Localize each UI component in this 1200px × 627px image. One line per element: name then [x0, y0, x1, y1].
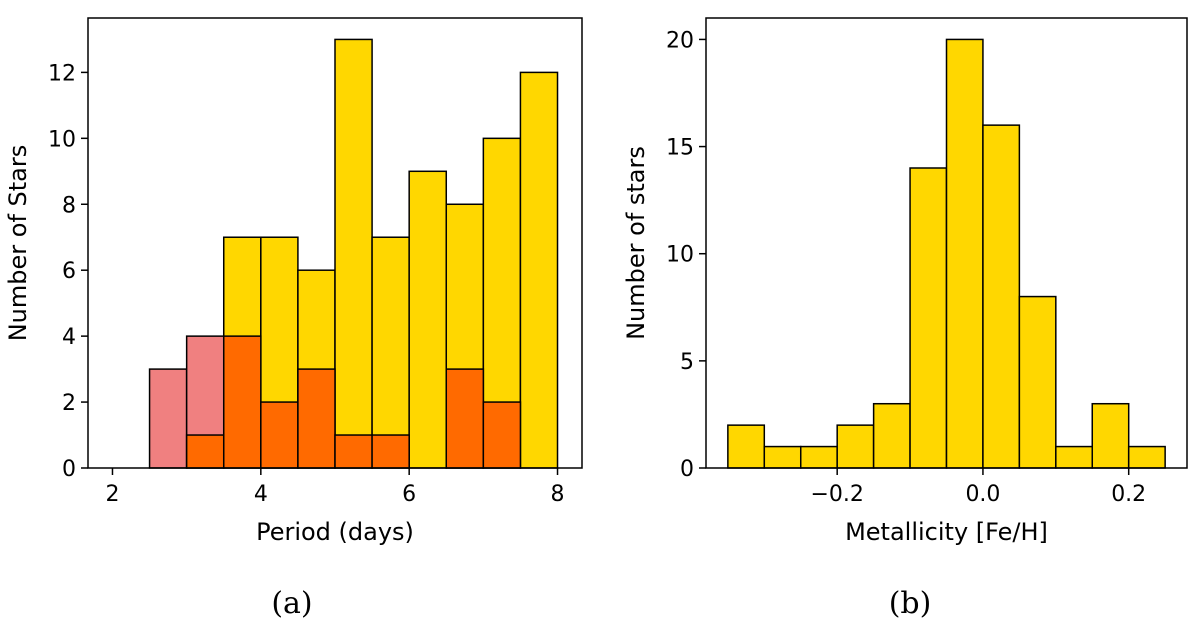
panel-caption: (b) [889, 586, 932, 621]
bar-series0-bin7 [408, 170, 448, 469]
plot-frame [705, 17, 1188, 469]
bar-series1-bin0 [148, 368, 188, 469]
bar-series0-bin10 [519, 71, 559, 469]
bar-series0-bin5 [909, 167, 948, 469]
y-tick-label: 10 [48, 127, 76, 152]
bar-series0-bin7 [982, 124, 1021, 469]
bar-series2-bin5 [334, 434, 373, 469]
x-axis-label: Metallicity [Fe/H] [845, 518, 1048, 546]
bar-series0-bin1 [763, 445, 802, 469]
bar-series2-bin2 [222, 335, 262, 469]
y-tick-label: 0 [62, 457, 76, 482]
bar-series2-bin9 [482, 401, 522, 469]
bar-series2-bin8 [445, 368, 485, 469]
bar-series0-bin5 [334, 38, 373, 469]
bar-series0-bin3 [836, 424, 875, 469]
x-tick-label: 0.0 [965, 482, 1000, 507]
bar-series0-bin6 [945, 38, 984, 469]
x-tick-label: 0.2 [1111, 482, 1146, 507]
bar-series2-bin6 [371, 434, 410, 469]
y-tick-label: 5 [680, 350, 694, 375]
bar-series0-bin10 [1091, 402, 1130, 469]
y-tick-label: 15 [666, 136, 694, 161]
panel-b: −0.2 0.0 0.2 0 5 10 15 20 Metallicity [Fe/H] Numb… [622, 17, 1188, 621]
y-axis-label: Number of stars [622, 146, 650, 340]
panel-a: 2 4 6 8 0 2 4 6 8 10 12 Period (days) Number of Star… [4, 17, 583, 621]
y-tick-label: 2 [62, 391, 76, 416]
bar-series0-bin0 [727, 424, 766, 469]
x-tick-label: 4 [254, 482, 268, 507]
x-tick-label: 8 [551, 482, 565, 507]
bar-series2-bin3 [260, 401, 299, 469]
bar-series0-bin2 [799, 445, 838, 469]
y-tick-label: 4 [62, 325, 76, 350]
x-tick-label: −0.2 [810, 482, 863, 507]
bar-series0-bin11 [1127, 445, 1166, 469]
y-tick-label: 6 [62, 259, 76, 284]
bar-series0-bin6 [371, 236, 410, 469]
panel-caption: (a) [271, 586, 312, 621]
bar-series0-bin8 [1018, 295, 1057, 469]
plot-frame [87, 17, 583, 469]
y-axis-label: Number of Stars [4, 145, 32, 342]
x-tick-label: 6 [402, 482, 416, 507]
y-tick-label: 20 [666, 28, 694, 53]
x-axis-label: Period (days) [256, 518, 414, 546]
y-tick-label: 10 [666, 243, 694, 268]
bar-series0-bin9 [1055, 445, 1094, 469]
bar-series2-bin1 [185, 434, 225, 469]
bar-series2-bin4 [297, 368, 336, 469]
bar-series0-bin4 [872, 402, 911, 469]
x-tick-label: 2 [105, 482, 119, 507]
y-tick-label: 12 [48, 61, 76, 86]
y-tick-label: 8 [62, 193, 76, 218]
y-tick-label: 0 [680, 457, 694, 482]
